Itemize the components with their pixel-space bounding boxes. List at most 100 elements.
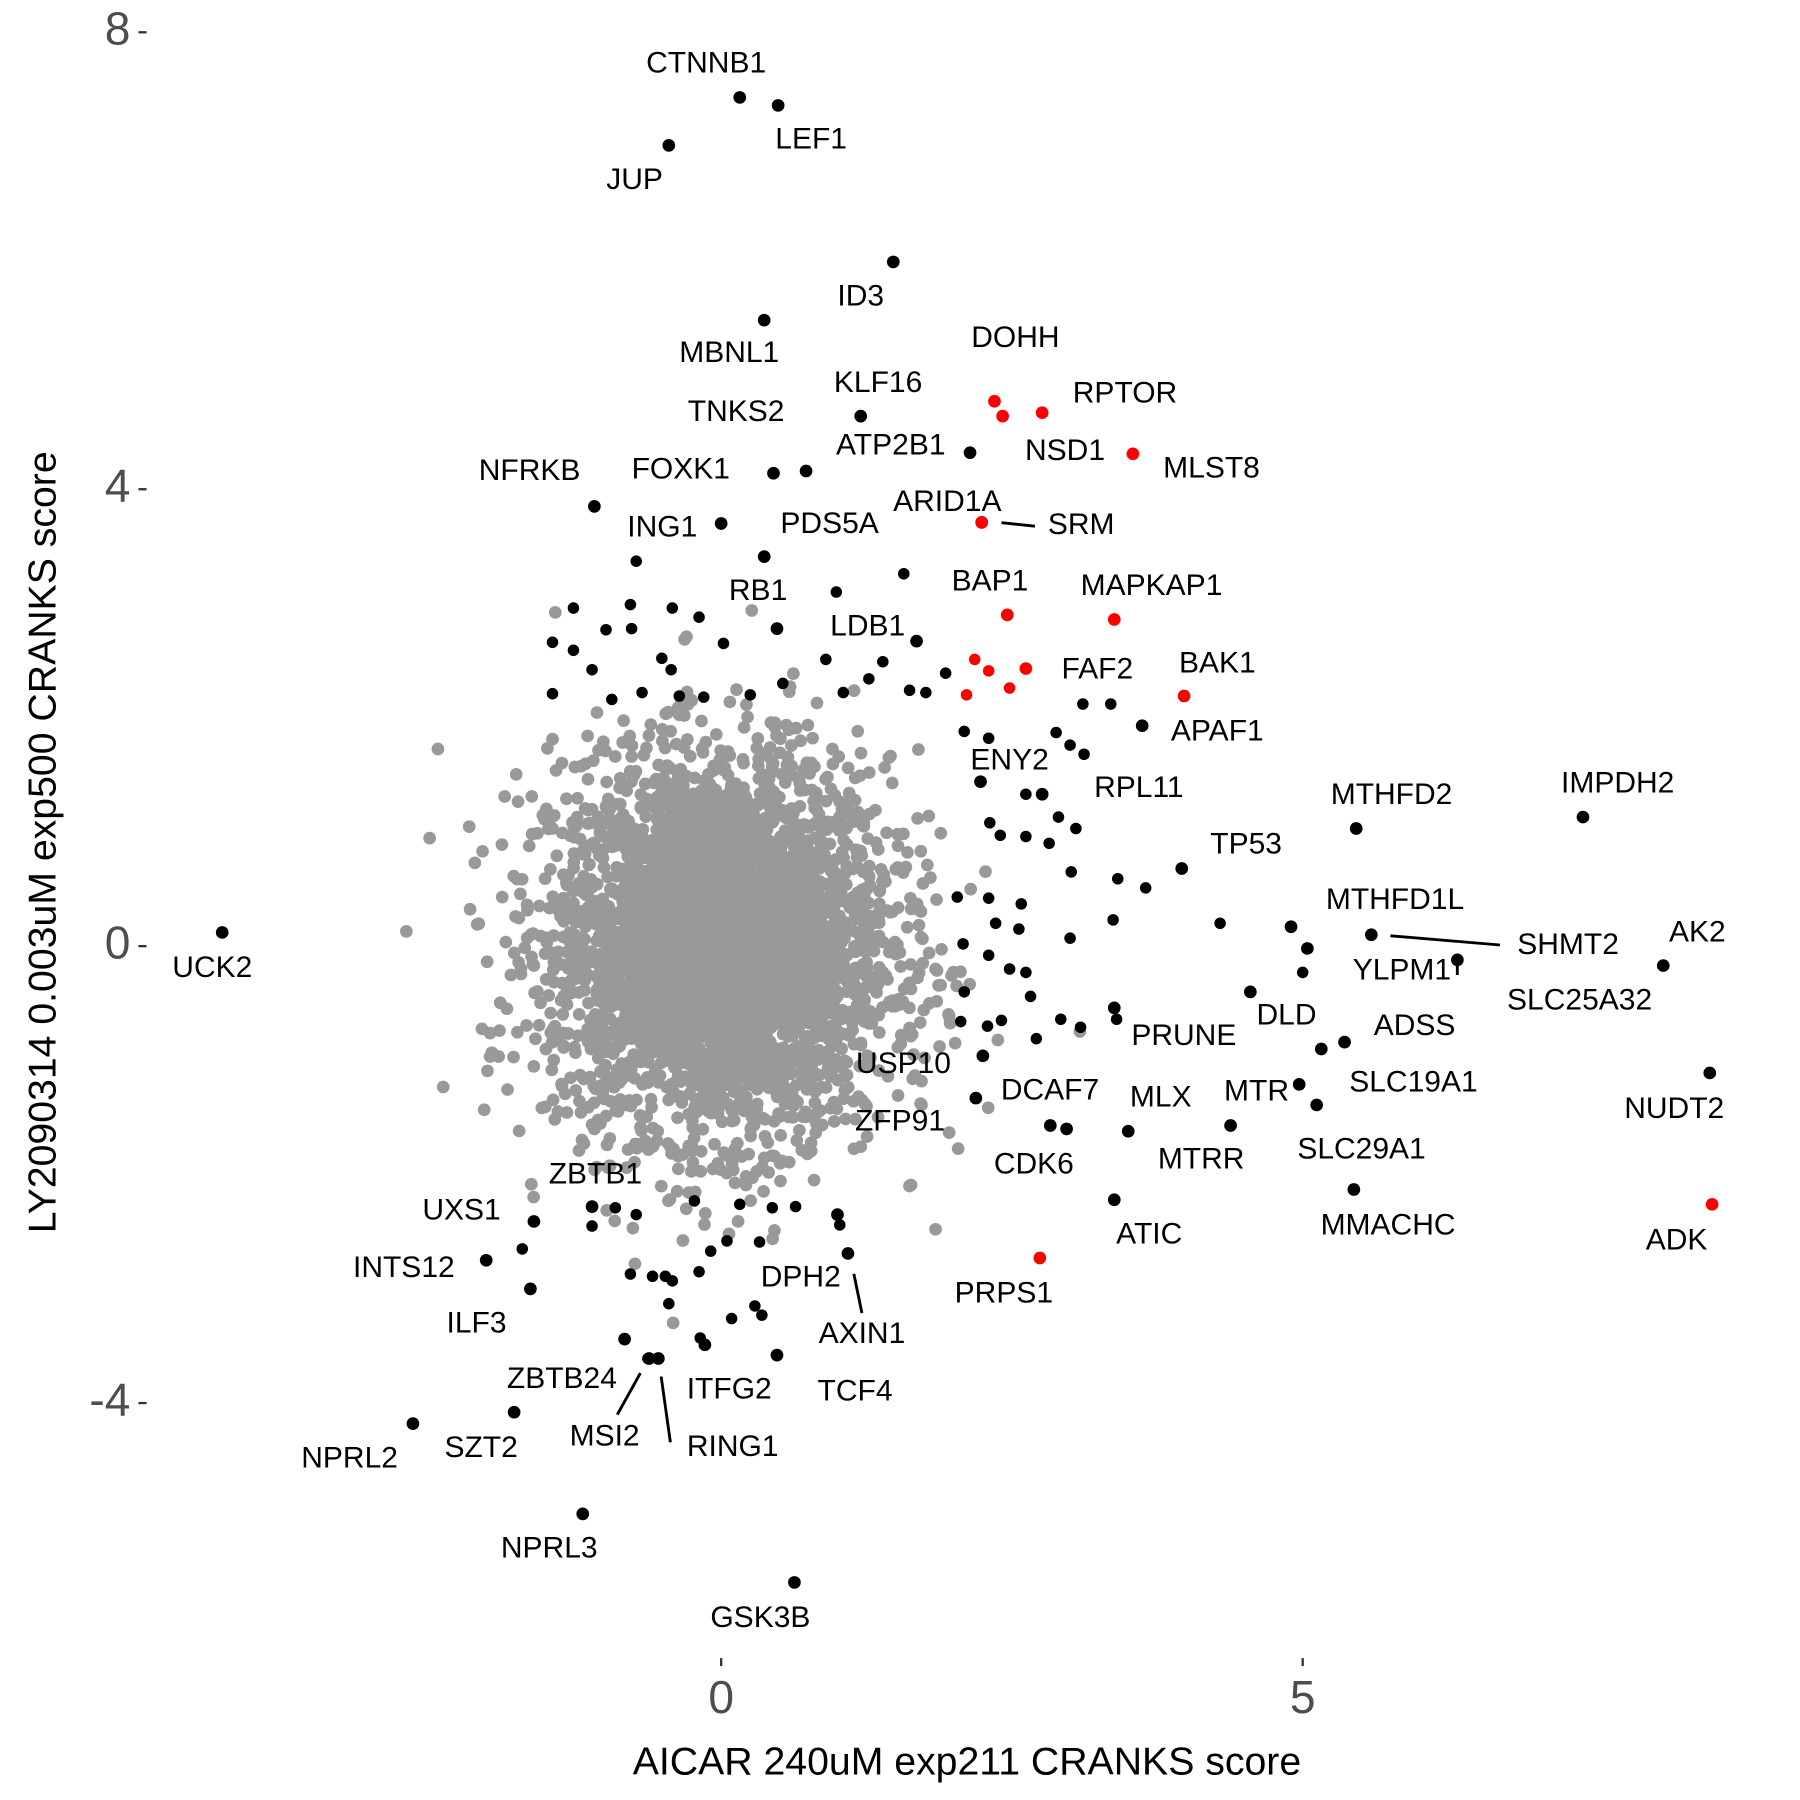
label-mapkap1: MAPKAP1 bbox=[1081, 569, 1223, 602]
hit-point bbox=[1055, 1013, 1067, 1026]
background-point bbox=[839, 1112, 852, 1126]
point-usp10 bbox=[969, 1091, 983, 1105]
background-point bbox=[550, 849, 564, 863]
background-point bbox=[799, 1105, 812, 1119]
background-point bbox=[667, 869, 680, 883]
background-point bbox=[750, 1067, 764, 1081]
background-point bbox=[605, 840, 619, 854]
background-point bbox=[730, 683, 743, 696]
background-point bbox=[740, 698, 753, 711]
point-ldb1 bbox=[910, 634, 923, 648]
background-point bbox=[803, 862, 816, 876]
background-point bbox=[782, 938, 796, 952]
background-point bbox=[593, 826, 607, 839]
background-point bbox=[948, 1036, 962, 1050]
label-zfp91: ZFP91 bbox=[855, 1105, 945, 1138]
hit-point bbox=[624, 598, 637, 611]
hit-point bbox=[697, 691, 710, 703]
point-klf16 bbox=[854, 409, 868, 423]
background-point bbox=[531, 826, 544, 840]
point-nfrkb bbox=[588, 500, 601, 513]
background-point bbox=[615, 1057, 628, 1070]
background-point bbox=[785, 739, 798, 752]
label-klf16: KLF16 bbox=[834, 366, 922, 399]
background-point bbox=[578, 983, 591, 997]
leader-line bbox=[852, 1273, 864, 1314]
label-ring1: RING1 bbox=[687, 1430, 779, 1463]
background-point bbox=[692, 992, 706, 1006]
background-point bbox=[904, 1178, 918, 1192]
background-point bbox=[685, 1144, 699, 1158]
background-point bbox=[648, 834, 662, 848]
point-dph2 bbox=[831, 1208, 844, 1221]
label-ldb1: LDB1 bbox=[830, 610, 905, 643]
background-point bbox=[546, 890, 560, 904]
background-point bbox=[722, 861, 735, 875]
hit-point bbox=[1052, 811, 1065, 823]
background-point bbox=[757, 881, 770, 895]
hit-point bbox=[1070, 822, 1082, 835]
background-point bbox=[755, 768, 769, 781]
background-point bbox=[934, 826, 948, 840]
label-mthfd1l: MTHFD1L bbox=[1326, 883, 1464, 916]
background-point bbox=[728, 976, 742, 990]
background-point bbox=[624, 1062, 638, 1076]
background-point bbox=[735, 1071, 748, 1085]
label-atp2b1: ATP2B1 bbox=[836, 428, 946, 461]
background-point bbox=[534, 929, 547, 943]
background-point bbox=[837, 833, 851, 847]
hit-point bbox=[1003, 963, 1016, 975]
point-impdh2 bbox=[1576, 810, 1590, 824]
background-point bbox=[664, 854, 677, 867]
label-lef1: LEF1 bbox=[775, 123, 847, 156]
background-point bbox=[687, 787, 700, 801]
background-point bbox=[666, 1316, 680, 1330]
background-point bbox=[557, 1026, 570, 1040]
label-tp53: TP53 bbox=[1210, 828, 1282, 861]
background-point bbox=[507, 1050, 520, 1064]
hit-point bbox=[567, 602, 580, 614]
background-point bbox=[715, 894, 729, 907]
background-point bbox=[802, 821, 815, 834]
label-mlx: MLX bbox=[1130, 1080, 1192, 1113]
background-point bbox=[640, 792, 654, 806]
background-point bbox=[642, 1143, 655, 1156]
label-ylpm1: YLPM1 bbox=[1353, 953, 1451, 986]
background-point bbox=[531, 985, 544, 998]
hit-point bbox=[630, 1208, 643, 1221]
point-slc19a1 bbox=[1310, 1098, 1323, 1112]
hit-point bbox=[939, 667, 952, 679]
point-srm bbox=[975, 516, 989, 529]
label-mlst8: MLST8 bbox=[1163, 452, 1260, 485]
background-point bbox=[855, 894, 869, 907]
background-point bbox=[848, 940, 861, 953]
background-point bbox=[544, 863, 557, 876]
background-point bbox=[527, 1190, 540, 1204]
background-point bbox=[717, 915, 731, 928]
hit-point bbox=[1064, 932, 1076, 944]
background-point bbox=[658, 741, 672, 755]
background-point bbox=[854, 746, 868, 760]
background-point bbox=[730, 939, 744, 952]
background-point bbox=[620, 784, 633, 798]
background-point bbox=[730, 1136, 744, 1150]
background-point bbox=[577, 1137, 591, 1150]
background-point bbox=[568, 760, 582, 774]
label-mtr: MTR bbox=[1224, 1075, 1289, 1108]
hit-point bbox=[516, 1243, 529, 1255]
background-point bbox=[912, 918, 926, 932]
background-point bbox=[745, 1110, 759, 1124]
background-point bbox=[587, 1096, 601, 1110]
background-point bbox=[792, 832, 806, 845]
background-point bbox=[534, 996, 547, 1010]
background-point bbox=[567, 896, 580, 910]
background-point bbox=[717, 940, 731, 954]
point-ing1 bbox=[714, 517, 728, 530]
background-point bbox=[789, 1018, 803, 1032]
background-point bbox=[810, 696, 824, 710]
background-point bbox=[499, 935, 513, 949]
background-point bbox=[623, 935, 637, 948]
background-point bbox=[538, 947, 552, 960]
background-point bbox=[903, 1001, 916, 1015]
hit-points bbox=[215, 91, 1719, 1589]
